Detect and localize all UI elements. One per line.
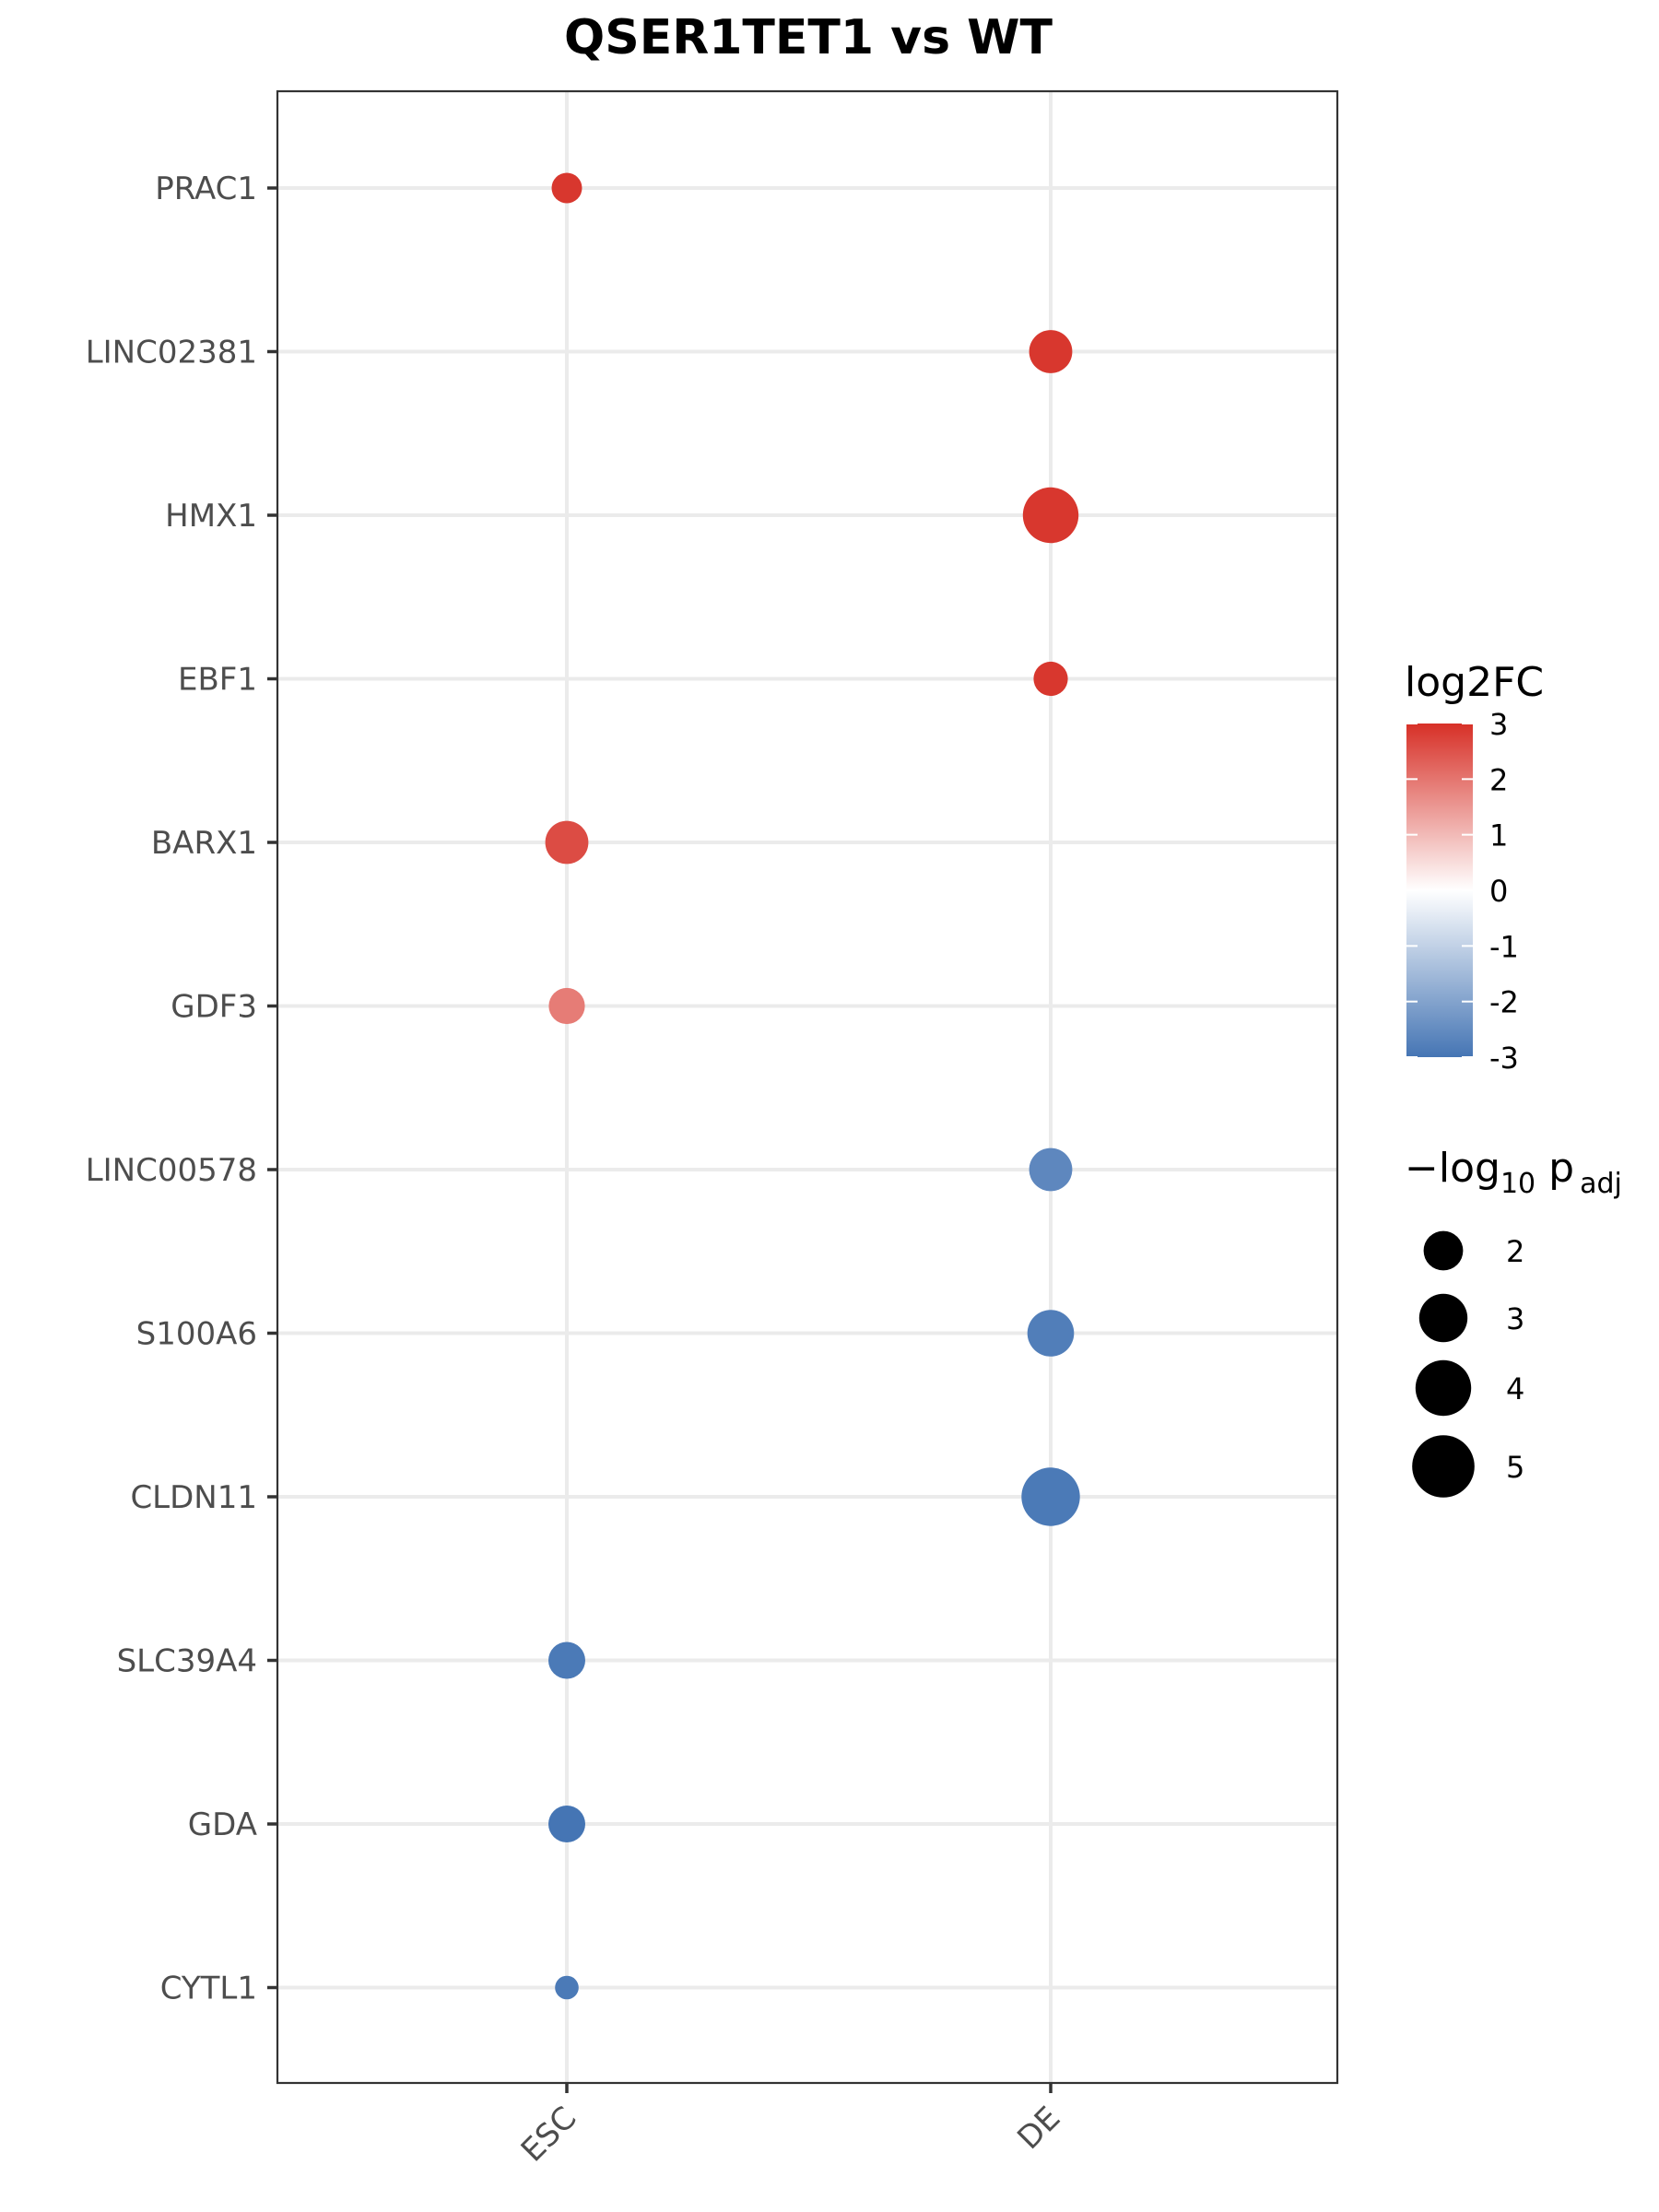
- x-tick-label: DE: [1010, 2100, 1067, 2157]
- data-point: [548, 1806, 585, 1842]
- data-point: [1033, 661, 1068, 697]
- color-legend: log2FC 3 2 1 0 -1 -2 -3: [1405, 659, 1544, 1076]
- colorbar-label: 1: [1489, 818, 1508, 853]
- data-point: [551, 172, 582, 204]
- plot-panel: [276, 89, 1339, 2085]
- data-point: [1029, 1147, 1073, 1192]
- size-legend-dot: [1412, 1435, 1475, 1498]
- size-legend-dot: [1423, 1230, 1464, 1271]
- size-legend-label: 5: [1506, 1450, 1524, 1485]
- data-point: [1027, 1310, 1075, 1357]
- y-tick-label: PRAC1: [155, 171, 257, 207]
- y-tick-label: LINC00578: [86, 1152, 257, 1189]
- data-point: [555, 1975, 579, 2000]
- size-legend-entries: 2 3 4 5: [1412, 1230, 1524, 1498]
- size-legend-dot: [1415, 1359, 1472, 1417]
- data-point: [1022, 487, 1079, 544]
- y-tick-label: GDF3: [171, 989, 257, 1026]
- size-legend-dot: [1418, 1293, 1468, 1343]
- chart-title: QSER1TET1 vs WT: [564, 10, 1053, 65]
- y-tick-label: EBF1: [178, 662, 257, 699]
- size-legend: −log10 p adj 2 3 4 5: [1405, 1145, 1622, 1498]
- data-point: [548, 987, 585, 1025]
- data-point: [1029, 330, 1073, 373]
- size-legend-title: −log10 p adj: [1405, 1145, 1622, 1200]
- size-legend-label: 3: [1506, 1301, 1524, 1336]
- y-axis: PRAC1 LINC02381 HMX1 EBF1 BARX1 GDF3 LINC00578…: [86, 171, 277, 2007]
- y-tick-label: LINC02381: [86, 335, 257, 371]
- colorbar-label: -3: [1489, 1041, 1519, 1076]
- y-tick-label: BARX1: [151, 825, 257, 862]
- x-axis: ESC DE: [514, 2083, 1067, 2170]
- y-tick-label: CLDN11: [130, 1479, 257, 1516]
- color-legend-title: log2FC: [1405, 659, 1544, 706]
- x-tick-label: ESC: [514, 2100, 584, 2170]
- gridlines: [277, 91, 1337, 2083]
- y-tick-label: S100A6: [136, 1316, 257, 1353]
- y-tick-label: CYTL1: [160, 1971, 257, 2007]
- colorbar-label: -1: [1489, 929, 1519, 964]
- colorbar-label: -2: [1489, 985, 1519, 1020]
- data-points: [545, 172, 1080, 2000]
- data-point: [548, 1641, 585, 1679]
- colorbar-label: 0: [1489, 874, 1508, 909]
- colorbar-label: 3: [1489, 707, 1508, 742]
- data-point: [545, 820, 589, 865]
- colorbar-label: 2: [1489, 762, 1508, 797]
- color-legend-ticks: 3 2 1 0 -1 -2 -3: [1406, 707, 1519, 1076]
- y-tick-label: HMX1: [165, 498, 257, 535]
- y-tick-label: SLC39A4: [117, 1643, 257, 1680]
- size-legend-label: 4: [1506, 1371, 1524, 1406]
- size-legend-label: 2: [1506, 1234, 1524, 1269]
- y-tick-label: GDA: [188, 1806, 257, 1843]
- data-point: [1021, 1467, 1080, 1526]
